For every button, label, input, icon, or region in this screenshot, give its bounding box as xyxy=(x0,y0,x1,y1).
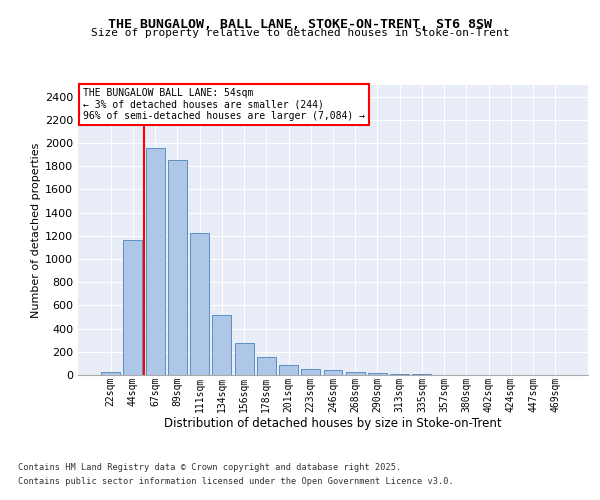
X-axis label: Distribution of detached houses by size in Stoke-on-Trent: Distribution of detached houses by size … xyxy=(164,417,502,430)
Text: THE BUNGALOW BALL LANE: 54sqm
← 3% of detached houses are smaller (244)
96% of s: THE BUNGALOW BALL LANE: 54sqm ← 3% of de… xyxy=(83,88,365,121)
Bar xyxy=(190,233,209,375)
Bar xyxy=(257,357,276,375)
Bar xyxy=(412,374,431,375)
Text: Contains HM Land Registry data © Crown copyright and database right 2025.: Contains HM Land Registry data © Crown c… xyxy=(18,464,401,472)
Bar xyxy=(124,240,142,375)
Bar xyxy=(101,372,120,375)
Text: Size of property relative to detached houses in Stoke-on-Trent: Size of property relative to detached ho… xyxy=(91,28,509,38)
Bar xyxy=(368,373,387,375)
Bar xyxy=(279,364,298,375)
Bar xyxy=(390,374,409,375)
Bar xyxy=(346,372,365,375)
Y-axis label: Number of detached properties: Number of detached properties xyxy=(31,142,41,318)
Bar xyxy=(146,148,164,375)
Bar xyxy=(235,343,254,375)
Text: Contains public sector information licensed under the Open Government Licence v3: Contains public sector information licen… xyxy=(18,477,454,486)
Bar xyxy=(212,316,231,375)
Bar xyxy=(323,370,343,375)
Bar xyxy=(301,369,320,375)
Text: THE BUNGALOW, BALL LANE, STOKE-ON-TRENT, ST6 8SW: THE BUNGALOW, BALL LANE, STOKE-ON-TRENT,… xyxy=(108,18,492,30)
Bar xyxy=(168,160,187,375)
